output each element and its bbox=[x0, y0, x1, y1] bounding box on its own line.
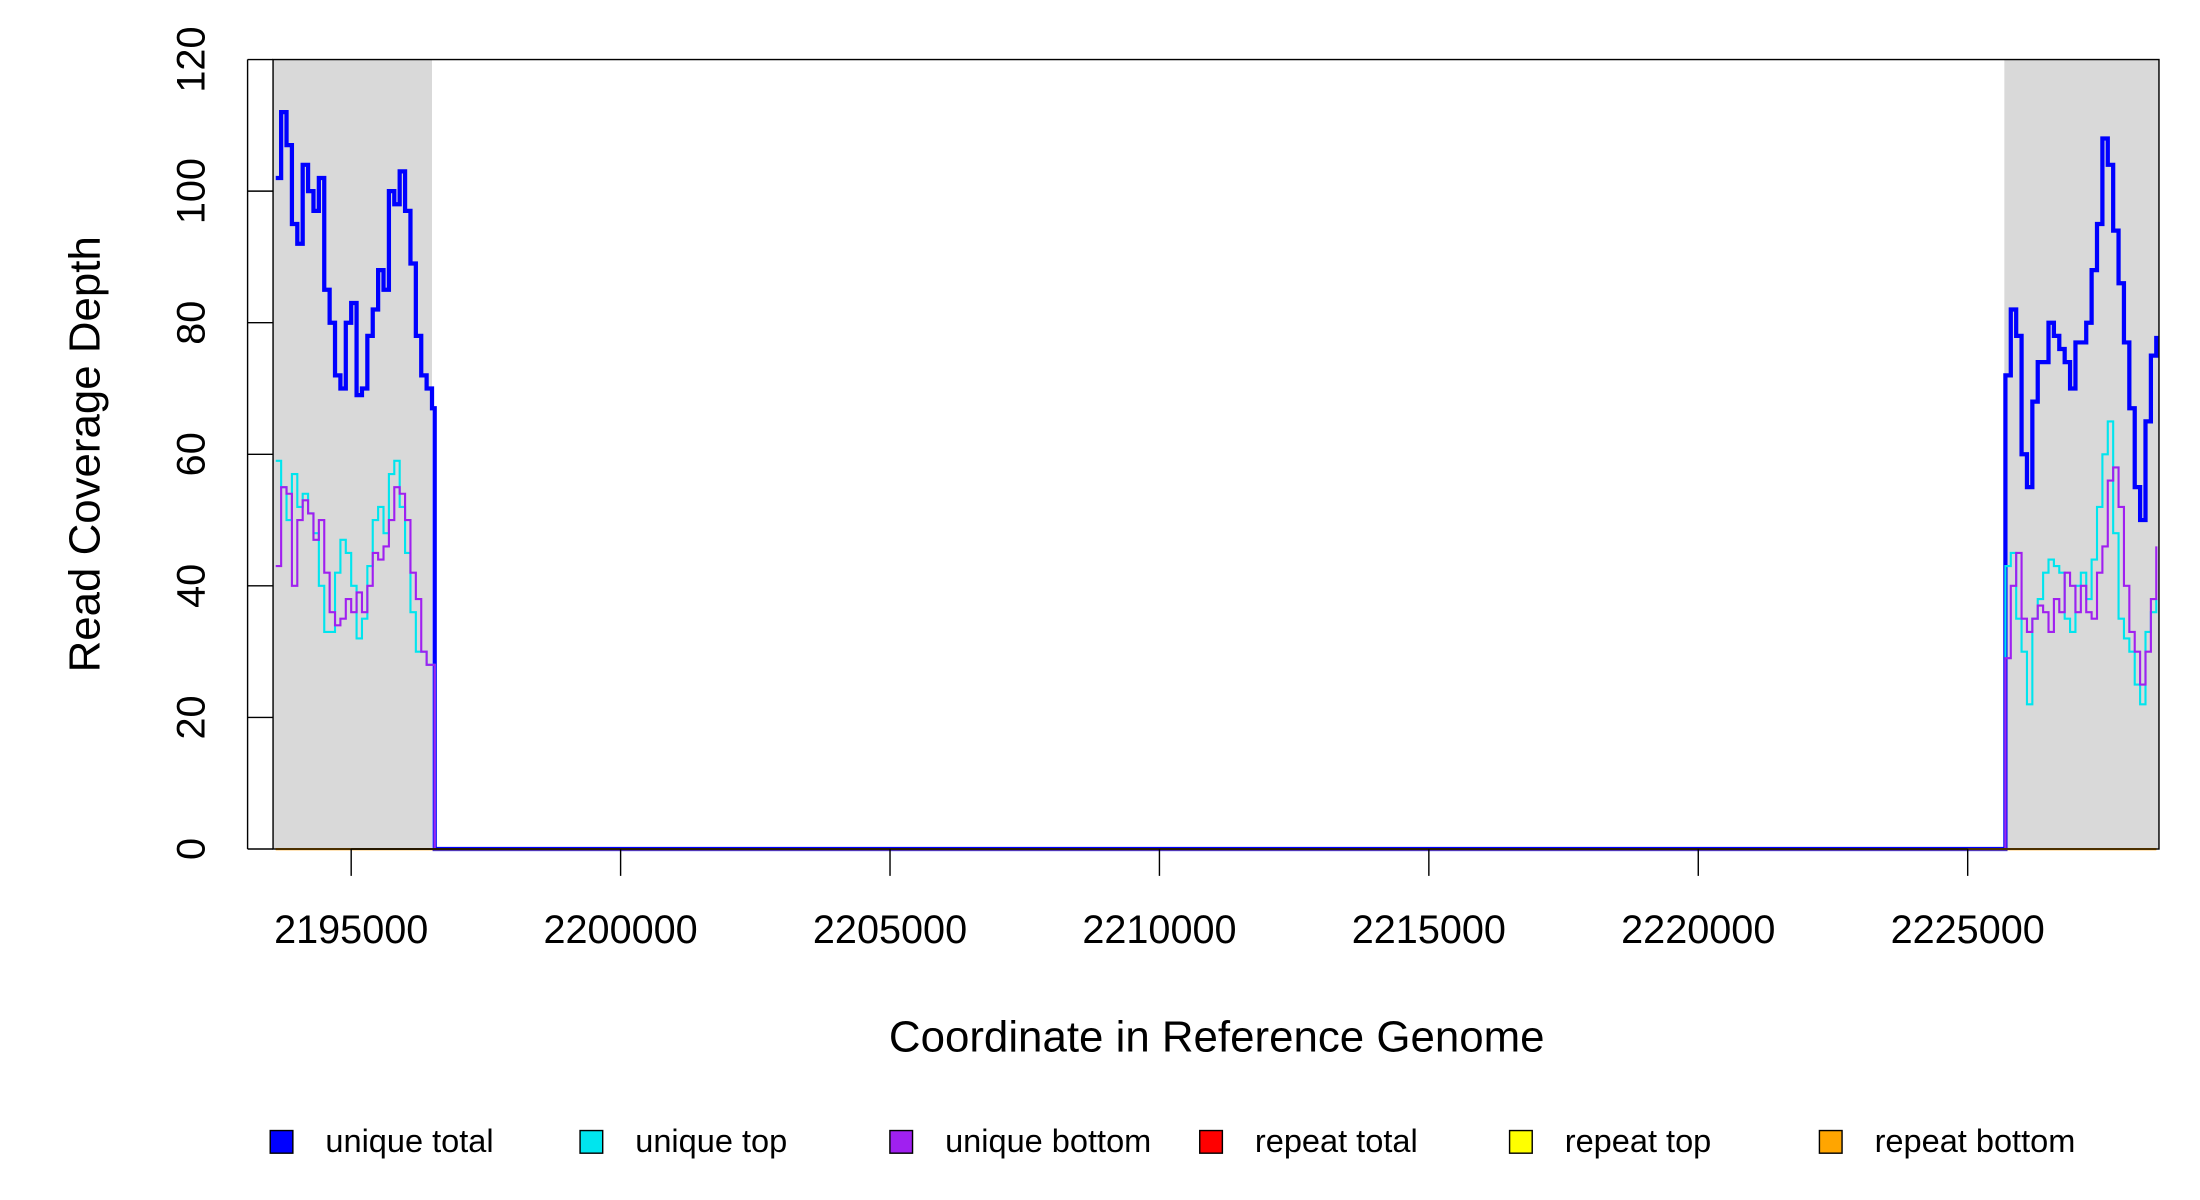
y-tick-label: 0 bbox=[169, 838, 213, 860]
legend-label: unique bottom bbox=[945, 1123, 1151, 1159]
x-tick-label: 2210000 bbox=[1082, 908, 1236, 952]
chart: Coordinate in Reference Genome Read Cove… bbox=[0, 0, 2200, 1200]
x-tick-label: 2205000 bbox=[813, 908, 967, 952]
x-tick-label: 2215000 bbox=[1352, 908, 1506, 952]
y-tick-label: 80 bbox=[169, 301, 213, 345]
legend-label: repeat top bbox=[1565, 1123, 1712, 1159]
series-line bbox=[276, 467, 2157, 849]
plot-frame bbox=[273, 60, 2159, 849]
legend-swatch bbox=[580, 1131, 603, 1154]
legend-label: unique total bbox=[325, 1123, 493, 1159]
x-tick-label: 2195000 bbox=[274, 908, 428, 952]
y-tick-label: 60 bbox=[169, 432, 213, 476]
legend-swatch bbox=[1819, 1131, 1842, 1154]
series-line bbox=[276, 421, 2157, 849]
legend-label: repeat bottom bbox=[1875, 1123, 2076, 1159]
shaded-region bbox=[273, 60, 432, 849]
legend-swatch bbox=[1510, 1131, 1533, 1154]
y-tick-label: 20 bbox=[169, 695, 213, 739]
legend-swatch bbox=[890, 1131, 913, 1154]
legend-swatch bbox=[270, 1131, 293, 1154]
x-axis-title: Coordinate in Reference Genome bbox=[889, 1013, 1545, 1062]
x-tick-label: 2225000 bbox=[1891, 908, 2045, 952]
x-tick-label: 2200000 bbox=[544, 908, 698, 952]
legend-label: unique top bbox=[635, 1123, 787, 1159]
y-tick-label: 120 bbox=[169, 27, 213, 93]
legend-swatch bbox=[1200, 1131, 1223, 1154]
legend-label: repeat total bbox=[1255, 1123, 1418, 1159]
page: {"chart_data": { "type": "line", "step":… bbox=[0, 0, 2200, 1200]
series-line bbox=[276, 112, 2157, 849]
y-axis-title: Read Coverage Depth bbox=[60, 236, 109, 672]
y-tick-label: 40 bbox=[169, 564, 213, 608]
y-tick-label: 100 bbox=[169, 158, 213, 224]
x-tick-label: 2220000 bbox=[1621, 908, 1775, 952]
